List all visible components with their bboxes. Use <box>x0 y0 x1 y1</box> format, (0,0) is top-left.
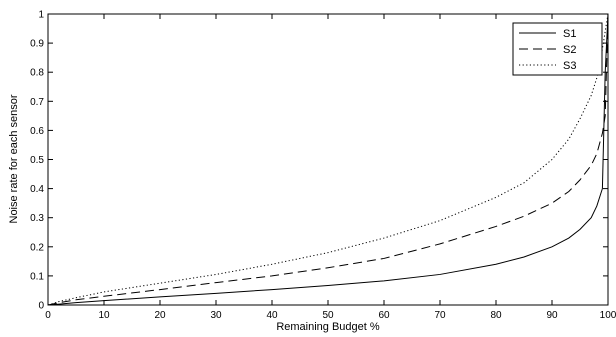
y-tick-label: 0.5 <box>30 155 44 166</box>
x-tick-label: 0 <box>45 310 51 321</box>
series-line-s1 <box>47 13 609 306</box>
x-tick-label: 100 <box>600 310 616 321</box>
x-axis-ticks: 0 10 20 30 40 50 60 70 80 90 100 <box>45 14 616 321</box>
y-axis-title: Noise rate for each sensor <box>8 94 20 223</box>
series-line-s2 <box>47 13 609 306</box>
y-tick-label: 0.6 <box>30 126 44 137</box>
y-tick-label: 0.2 <box>30 242 44 253</box>
legend-label-s3: S3 <box>563 60 576 72</box>
y-axis-ticks: 0 0.1 0.2 0.3 0.4 0.5 0.6 0.7 0.8 0.9 1 <box>30 10 608 312</box>
x-tick-label: 40 <box>266 310 278 321</box>
series-layer <box>47 13 609 306</box>
y-tick-label: 0.4 <box>30 184 44 195</box>
legend-label-s1: S1 <box>563 28 576 40</box>
legend-label-s2: S2 <box>563 44 576 56</box>
x-tick-label: 20 <box>154 310 166 321</box>
x-tick-label: 70 <box>434 310 446 321</box>
x-tick-label: 90 <box>546 310 558 321</box>
legend: S1 S2 S3 <box>512 22 603 76</box>
y-tick-label: 0 <box>38 301 44 312</box>
y-tick-label: 0.9 <box>30 39 44 50</box>
y-tick-label: 0.7 <box>30 97 44 108</box>
x-tick-label: 10 <box>98 310 110 321</box>
x-axis-title: Remaining Budget % <box>276 321 380 333</box>
y-tick-label: 1 <box>38 10 44 21</box>
y-tick-label: 0.3 <box>30 213 44 224</box>
y-tick-label: 0.8 <box>30 68 44 79</box>
x-tick-label: 50 <box>322 310 334 321</box>
x-tick-label: 30 <box>210 310 222 321</box>
x-tick-label: 80 <box>490 310 502 321</box>
x-tick-label: 60 <box>378 310 390 321</box>
y-tick-label: 0.1 <box>30 271 44 282</box>
